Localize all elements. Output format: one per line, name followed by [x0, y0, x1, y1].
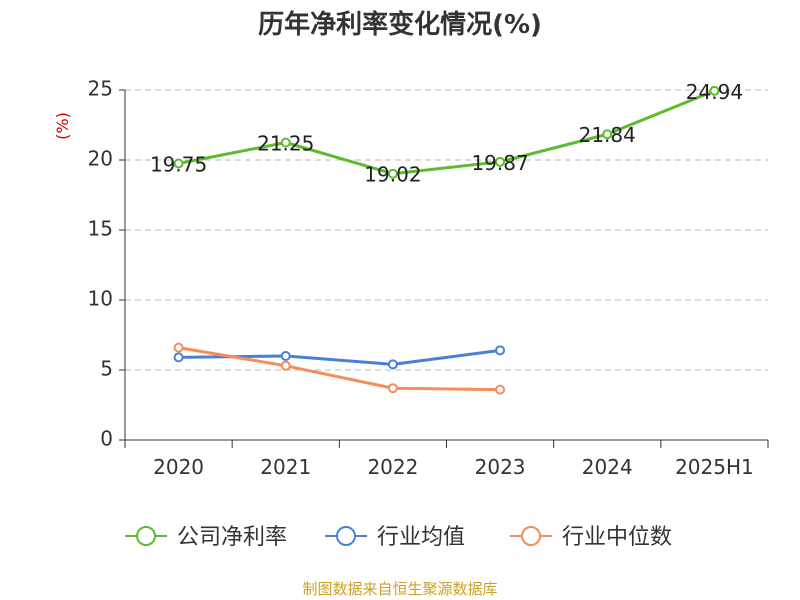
y-tick-label: 25: [88, 77, 113, 101]
data-point: [495, 384, 506, 395]
data-label: 24.94: [686, 80, 743, 104]
data-point: [709, 85, 720, 96]
y-tick-label: 5: [100, 357, 113, 381]
data-point: [602, 129, 613, 140]
data-point: [495, 345, 506, 356]
y-axis-label: (%): [53, 112, 72, 140]
data-labels: 19.75 21.25 19.02 19.87 21.84 24.94: [150, 80, 743, 187]
data-point: [495, 156, 506, 167]
x-tick-label: 2022: [367, 455, 418, 479]
legend: 公司净利率 行业均值 行业中位数: [125, 525, 672, 550]
y-tick-label: 15: [88, 217, 113, 241]
series-line: [178, 89, 715, 176]
x-tick-label: 2023: [475, 455, 526, 479]
y-tick-label: 20: [88, 147, 113, 171]
data-label: 19.75: [150, 153, 207, 177]
x-tick-label: 2020: [153, 455, 204, 479]
series-line: [178, 348, 501, 366]
y-tick-label: 0: [100, 427, 113, 451]
grid-lines: [125, 89, 768, 371]
series-line: [178, 346, 501, 392]
data-label: 21.25: [257, 132, 314, 156]
data-point: [387, 359, 398, 370]
data-point: [280, 351, 291, 361]
x-tick-label: 2021: [260, 455, 311, 479]
legend-label: 行业均值: [377, 525, 465, 550]
series-lines: [173, 85, 720, 395]
data-label: 19.02: [364, 163, 421, 187]
chart-title: 历年净利率变化情况(%): [258, 10, 542, 40]
data-point: [387, 383, 398, 394]
legend-marker: [136, 526, 156, 546]
data-point: [280, 360, 291, 371]
data-point: [173, 352, 184, 363]
data-label: 19.87: [471, 151, 528, 175]
legend-label: 公司净利率: [177, 525, 287, 550]
legend-marker: [336, 526, 356, 546]
data-point: [387, 168, 398, 179]
legend-label: 行业中位数: [562, 525, 672, 550]
data-point: [280, 137, 291, 148]
axes: 0 5 10 15 20 25 2020 2021 2022 2023 2024 2025H1: [88, 77, 769, 479]
x-tick-label: 2024: [582, 455, 633, 479]
source-note: 制图数据来自恒生聚源数据库: [302, 580, 498, 598]
legend-marker: [521, 526, 541, 546]
x-tick-label: 2025H1: [675, 455, 754, 479]
data-point: [173, 158, 184, 169]
data-label: 21.84: [579, 123, 636, 147]
y-tick-label: 10: [88, 287, 113, 311]
data-point: [173, 342, 184, 353]
